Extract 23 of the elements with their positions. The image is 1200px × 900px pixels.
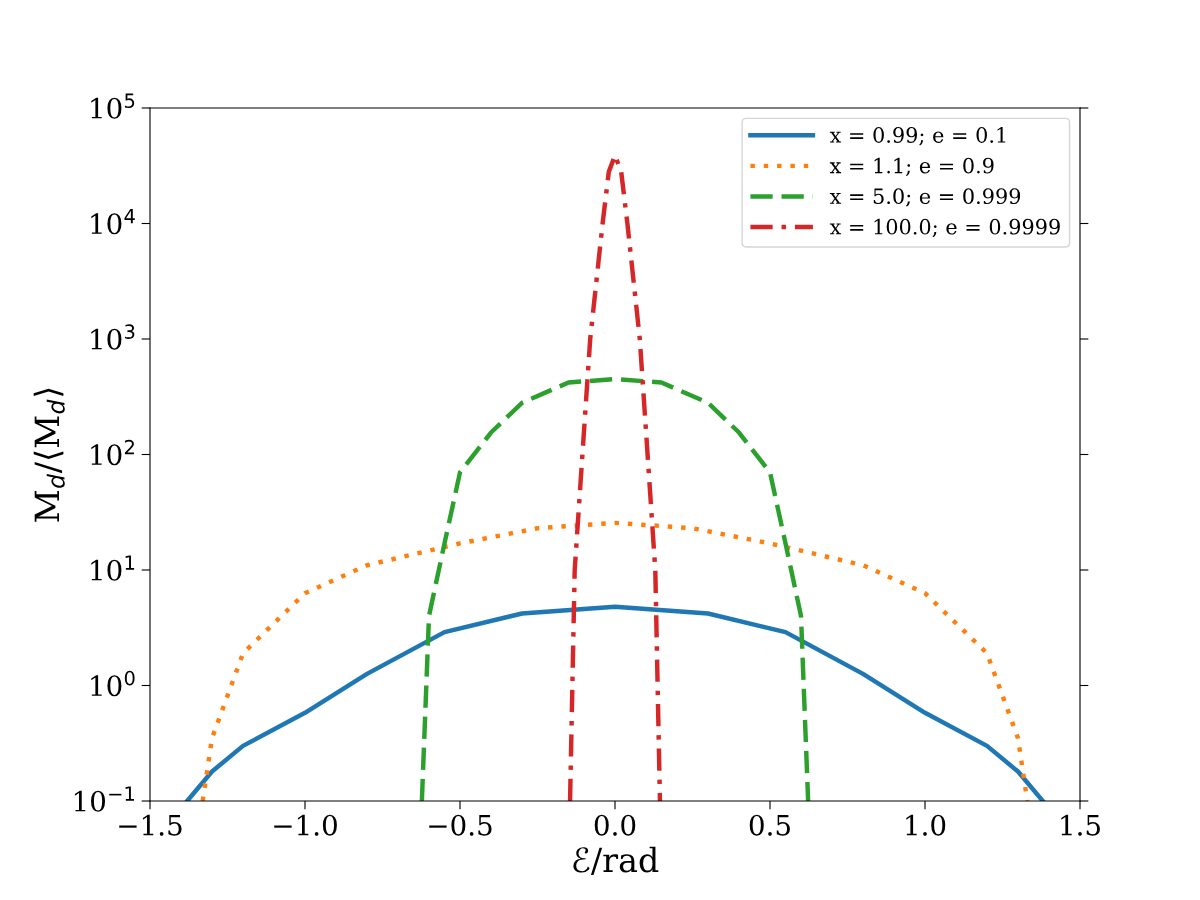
legend-label: x = 1.1; e = 0.9: [829, 157, 994, 176]
x-tick-label: −1.0: [274, 814, 337, 836]
x-tick-label: 1.0: [906, 814, 946, 836]
x-tick-label: −0.5: [429, 814, 492, 836]
y-tick-label: 10$^{0}$: [91, 670, 135, 697]
x-tick-label: −1.5: [119, 814, 182, 836]
y-tick-label: 10$^{4}$: [91, 209, 135, 235]
y-tick-label: 10$^{−1}$: [74, 786, 135, 812]
legend-label: x = 5.0; e = 0.999: [829, 188, 1021, 207]
x-tick-label: 0.0: [594, 814, 636, 836]
y-tick-label: 10$^{1}$: [91, 555, 135, 581]
y-tick-label: 10$^{3}$: [91, 324, 135, 350]
y-tick-label: 10$^{2}$: [91, 439, 134, 466]
x-tick-label: 0.5: [749, 814, 790, 836]
legend-label: x = 0.99; e = 0.1: [829, 127, 1006, 146]
line-series: [419, 376, 811, 801]
x-axis-title: ℰ/rad: [573, 846, 659, 876]
x-tick-label: 1.5: [1061, 814, 1100, 836]
line-series: [200, 520, 1030, 801]
y-axis-title: M$_{d}$/⟨M$_{d}$⟩: [33, 388, 65, 522]
y-tick-label: 10$^{5}$: [91, 93, 135, 119]
line-series: [184, 604, 1046, 801]
legend-label: x = 100.0; e = 0.9999: [829, 218, 1060, 238]
